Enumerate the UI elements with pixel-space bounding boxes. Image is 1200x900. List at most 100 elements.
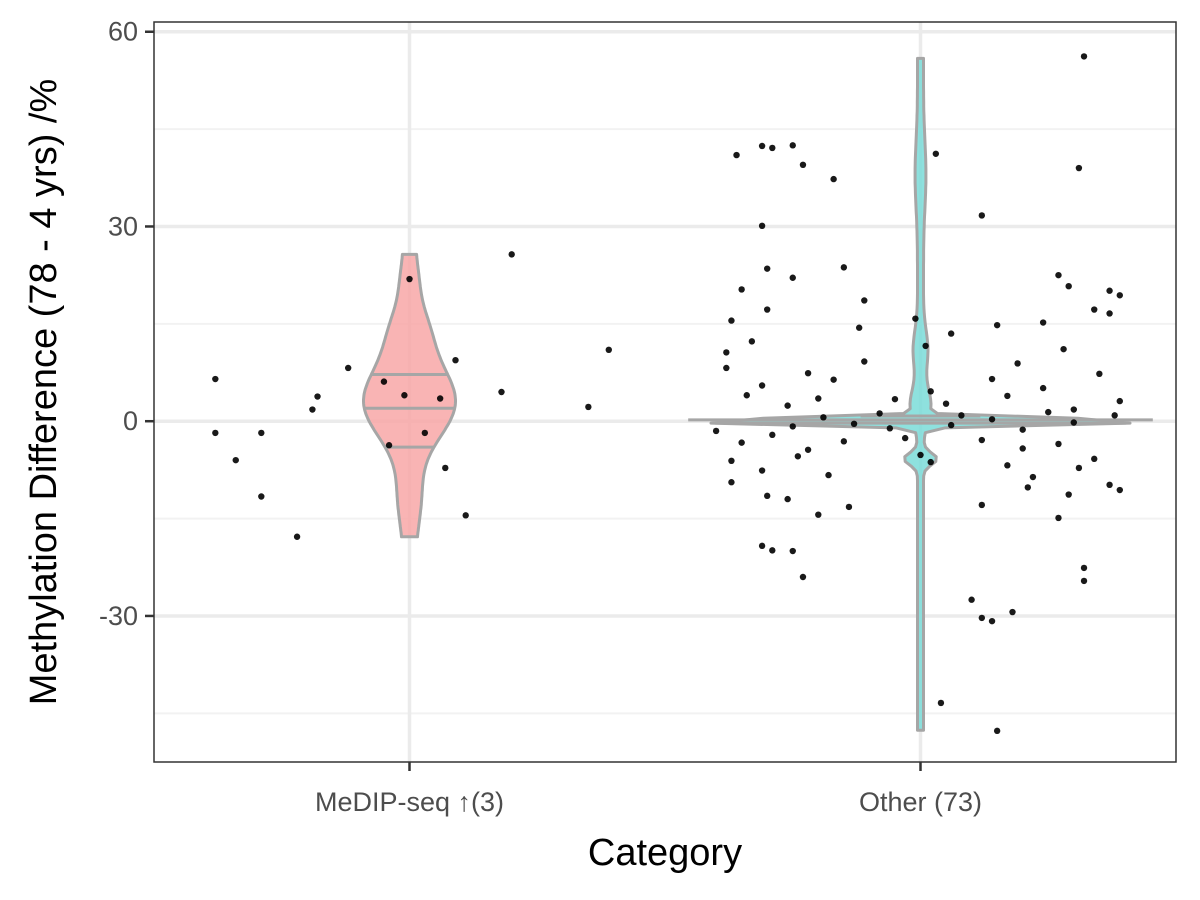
data-point — [1116, 486, 1123, 494]
data-point — [605, 346, 612, 354]
data-point — [1075, 164, 1083, 172]
data-point — [508, 251, 515, 258]
data-point — [912, 315, 919, 322]
data-point — [830, 376, 837, 383]
data-point — [917, 451, 924, 459]
data-point — [988, 617, 996, 625]
data-point — [1106, 287, 1113, 294]
data-point — [1060, 345, 1067, 353]
y-tick-label: 30 — [108, 211, 138, 241]
data-point — [1096, 370, 1103, 378]
data-point — [769, 431, 776, 439]
data-point — [462, 512, 469, 519]
data-point — [1080, 564, 1088, 572]
data-point — [784, 402, 791, 409]
data-point — [978, 614, 986, 622]
data-point — [937, 699, 945, 707]
violin-0 — [362, 252, 457, 539]
data-point — [1111, 412, 1118, 419]
data-point — [804, 369, 812, 377]
data-point — [840, 264, 848, 271]
data-point — [789, 142, 796, 149]
data-point — [344, 364, 352, 372]
data-point — [728, 479, 735, 486]
data-point — [258, 429, 265, 437]
data-point — [1009, 608, 1016, 616]
data-point — [452, 356, 459, 364]
data-point — [968, 596, 975, 603]
data-point — [1080, 53, 1088, 60]
data-point — [784, 495, 791, 503]
data-point — [769, 144, 776, 152]
data-point — [1116, 397, 1123, 405]
data-point — [1004, 392, 1011, 400]
data-point — [723, 349, 730, 356]
data-point — [442, 464, 449, 472]
data-point — [840, 438, 848, 445]
data-point — [1106, 481, 1113, 489]
data-point — [927, 388, 934, 395]
data-point — [1019, 445, 1026, 452]
data-point — [212, 375, 219, 383]
data-point — [815, 511, 822, 518]
data-point — [309, 406, 316, 413]
data-point — [406, 275, 413, 283]
data-point — [804, 446, 812, 453]
data-point — [743, 392, 750, 399]
data-point — [1024, 484, 1032, 491]
data-point — [728, 317, 735, 324]
data-point — [927, 458, 934, 466]
data-point — [922, 342, 929, 350]
x-tick-label: Other (73) — [859, 787, 982, 817]
data-point — [421, 429, 429, 437]
data-point — [212, 429, 219, 437]
data-point — [738, 286, 745, 293]
data-point — [978, 501, 986, 509]
data-point — [733, 151, 740, 159]
data-point — [794, 453, 802, 460]
x-tick-label: MeDIP-seq ↑(3) — [315, 787, 504, 817]
data-point — [978, 436, 986, 444]
data-point — [958, 412, 965, 419]
y-tick-label: -30 — [99, 601, 138, 631]
data-point — [942, 400, 950, 407]
data-point — [876, 410, 883, 417]
data-point — [769, 547, 776, 554]
data-point — [1039, 319, 1047, 326]
data-point — [436, 395, 444, 402]
jitter-points — [212, 53, 1123, 735]
data-point — [758, 467, 766, 474]
data-point — [258, 493, 265, 500]
data-point — [1070, 419, 1078, 426]
data-point — [830, 175, 837, 183]
data-point — [861, 358, 868, 365]
data-point — [1091, 306, 1098, 313]
data-point — [1055, 271, 1062, 279]
data-point — [232, 456, 239, 464]
plot-panel-background — [154, 22, 1176, 762]
data-point — [728, 457, 735, 465]
data-point — [799, 161, 807, 169]
data-point — [738, 439, 745, 446]
data-point — [988, 375, 996, 383]
data-point — [1019, 426, 1026, 433]
data-point — [1091, 455, 1098, 463]
data-point — [1055, 440, 1062, 448]
data-point — [988, 416, 996, 423]
data-point — [855, 324, 863, 331]
data-point — [799, 573, 807, 581]
data-point — [1065, 282, 1072, 290]
data-point — [993, 321, 1001, 329]
data-point — [891, 395, 899, 403]
data-point — [764, 492, 771, 500]
data-point — [993, 727, 1001, 735]
data-point — [1075, 464, 1083, 472]
plot-panel-border — [153, 21, 1177, 763]
data-point — [1014, 360, 1021, 367]
data-point — [789, 547, 796, 555]
data-point — [1055, 514, 1062, 522]
data-point — [1080, 577, 1088, 585]
y-axis-title: Methylation Difference (78 - 4 yrs) /% — [23, 79, 65, 706]
data-point — [380, 378, 388, 385]
